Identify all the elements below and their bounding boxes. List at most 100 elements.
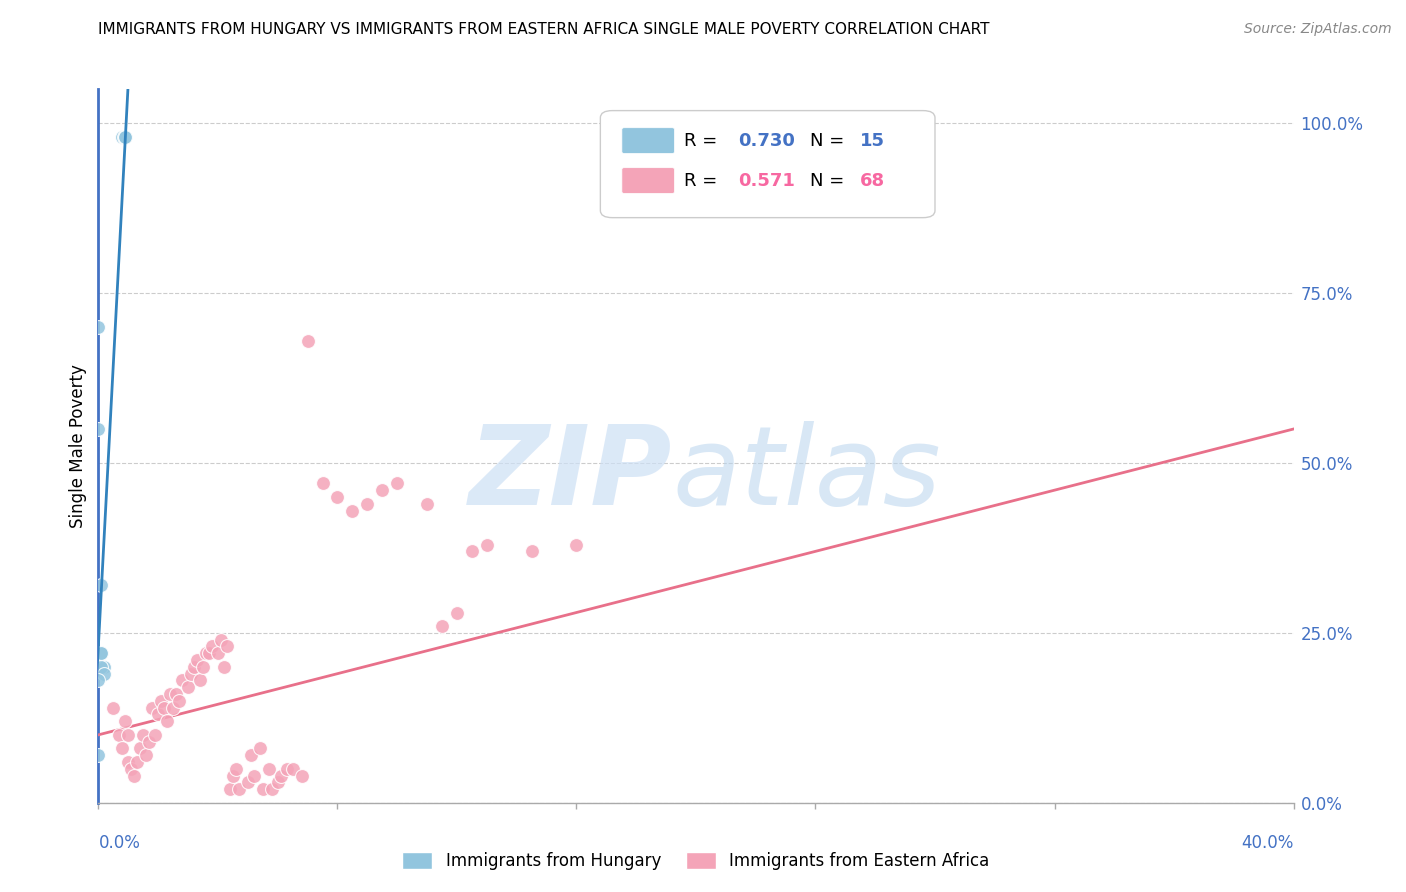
Point bbox=[291, 769, 314, 783]
Point bbox=[111, 741, 134, 756]
Point bbox=[90, 578, 112, 592]
Text: 0.0%: 0.0% bbox=[98, 834, 141, 852]
Point bbox=[252, 782, 274, 797]
Point bbox=[461, 544, 484, 558]
Text: 15: 15 bbox=[859, 132, 884, 150]
Point bbox=[225, 762, 247, 776]
Point bbox=[236, 775, 259, 789]
Point bbox=[212, 660, 235, 674]
Point bbox=[249, 741, 271, 756]
Point bbox=[127, 755, 149, 769]
Text: N =: N = bbox=[810, 171, 849, 189]
Point bbox=[186, 653, 208, 667]
Point bbox=[117, 755, 139, 769]
Point bbox=[371, 483, 394, 498]
Text: R =: R = bbox=[685, 132, 723, 150]
Point bbox=[108, 728, 131, 742]
Point bbox=[87, 673, 110, 688]
Point bbox=[207, 646, 229, 660]
Point bbox=[520, 544, 543, 558]
Legend: Immigrants from Hungary, Immigrants from Eastern Africa: Immigrants from Hungary, Immigrants from… bbox=[395, 845, 997, 877]
Point bbox=[243, 769, 266, 783]
Point bbox=[297, 334, 319, 348]
FancyBboxPatch shape bbox=[621, 168, 675, 194]
Point bbox=[342, 503, 364, 517]
Point bbox=[124, 769, 146, 783]
Point bbox=[180, 666, 202, 681]
Point bbox=[311, 476, 333, 491]
Point bbox=[141, 700, 163, 714]
Point bbox=[167, 694, 190, 708]
Point bbox=[111, 129, 134, 144]
Point bbox=[475, 537, 498, 551]
Point bbox=[93, 660, 115, 674]
Point bbox=[446, 606, 468, 620]
Text: Source: ZipAtlas.com: Source: ZipAtlas.com bbox=[1244, 22, 1392, 37]
FancyBboxPatch shape bbox=[600, 111, 935, 218]
Point bbox=[87, 320, 110, 334]
Point bbox=[281, 762, 304, 776]
Point bbox=[228, 782, 250, 797]
Point bbox=[114, 714, 136, 729]
Text: ZIP: ZIP bbox=[468, 421, 672, 528]
Point bbox=[201, 640, 224, 654]
Point bbox=[103, 700, 125, 714]
Point bbox=[198, 646, 221, 660]
Point bbox=[565, 537, 588, 551]
Point bbox=[162, 700, 184, 714]
Text: R =: R = bbox=[685, 171, 723, 189]
Point bbox=[222, 769, 245, 783]
Point bbox=[148, 707, 170, 722]
Text: IMMIGRANTS FROM HUNGARY VS IMMIGRANTS FROM EASTERN AFRICA SINGLE MALE POVERTY CO: IMMIGRANTS FROM HUNGARY VS IMMIGRANTS FR… bbox=[98, 22, 990, 37]
Point bbox=[114, 129, 136, 144]
Point bbox=[132, 728, 155, 742]
Text: 0.730: 0.730 bbox=[738, 132, 794, 150]
Point bbox=[219, 782, 242, 797]
Point bbox=[276, 762, 298, 776]
Point bbox=[188, 673, 211, 688]
Point bbox=[172, 673, 194, 688]
Point bbox=[129, 741, 152, 756]
Text: N =: N = bbox=[810, 132, 849, 150]
Point bbox=[87, 422, 110, 436]
Text: 68: 68 bbox=[859, 171, 884, 189]
Point bbox=[138, 734, 160, 748]
Text: 0.571: 0.571 bbox=[738, 171, 794, 189]
Point bbox=[270, 769, 292, 783]
Point bbox=[90, 646, 112, 660]
Point bbox=[120, 762, 142, 776]
Point bbox=[416, 497, 439, 511]
Text: atlas: atlas bbox=[672, 421, 941, 528]
Point bbox=[156, 714, 179, 729]
Text: 40.0%: 40.0% bbox=[1241, 834, 1294, 852]
Point bbox=[260, 782, 283, 797]
Point bbox=[239, 748, 262, 763]
Point bbox=[87, 748, 110, 763]
Point bbox=[135, 748, 157, 763]
Point bbox=[114, 129, 136, 144]
Point bbox=[209, 632, 232, 647]
Point bbox=[191, 660, 214, 674]
Point bbox=[159, 687, 181, 701]
Point bbox=[143, 728, 166, 742]
Y-axis label: Single Male Poverty: Single Male Poverty bbox=[69, 364, 87, 528]
Point bbox=[257, 762, 280, 776]
Point bbox=[153, 700, 176, 714]
Point bbox=[93, 666, 115, 681]
Point bbox=[90, 646, 112, 660]
Point bbox=[112, 129, 135, 144]
Point bbox=[183, 660, 205, 674]
Point bbox=[356, 497, 378, 511]
Point bbox=[267, 775, 290, 789]
Point bbox=[385, 476, 409, 491]
Point bbox=[215, 640, 238, 654]
Point bbox=[195, 646, 218, 660]
Point bbox=[114, 129, 136, 144]
Point bbox=[326, 490, 349, 504]
Point bbox=[430, 619, 453, 633]
Point bbox=[177, 680, 200, 694]
Point bbox=[117, 728, 139, 742]
Point bbox=[165, 687, 187, 701]
Point bbox=[90, 660, 112, 674]
FancyBboxPatch shape bbox=[621, 128, 675, 153]
